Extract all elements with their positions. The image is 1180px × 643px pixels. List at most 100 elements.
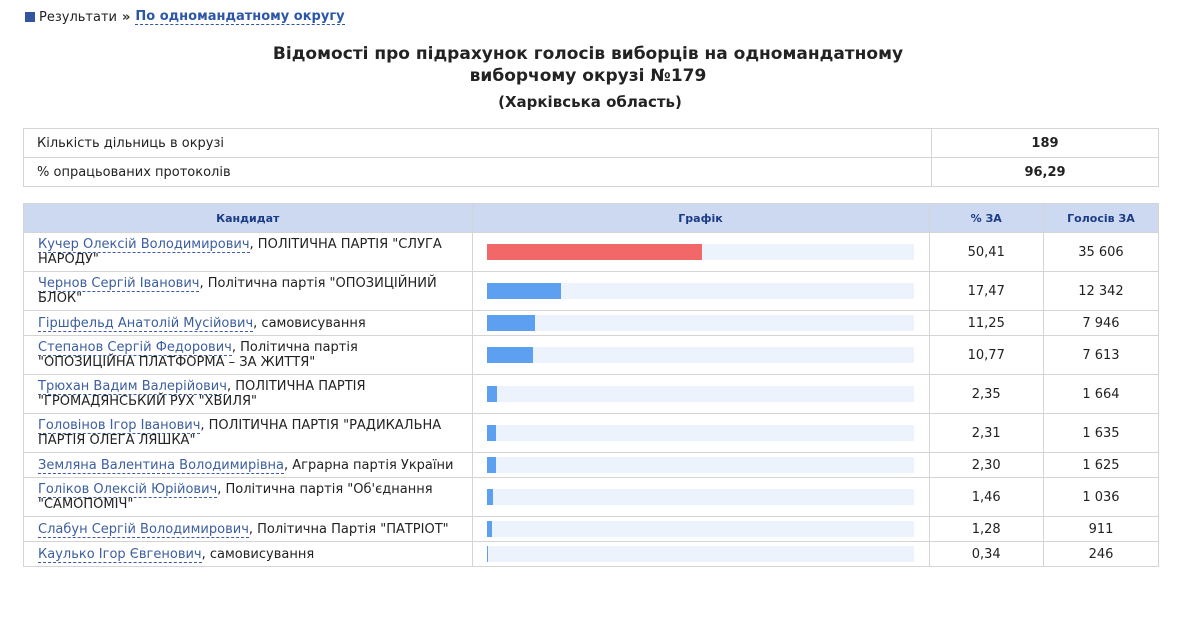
candidate-row: Трюхан Вадим Валерійович, ПОЛІТИЧНА ПАРТ… — [23, 374, 1160, 414]
summary-label: Кількість дільниць в окрузі — [23, 128, 932, 158]
column-header: % ЗА — [928, 203, 1044, 233]
chart-cell — [471, 541, 930, 567]
chart-cell — [471, 271, 930, 311]
summary-table: Кількість дільниць в окрузі 189% опрацьов… — [23, 128, 1159, 187]
candidate-party: , Політична партія "ОПОЗИЦІЙНИЙ БЛОК" — [38, 276, 437, 306]
chart-cell — [471, 413, 930, 453]
candidate-row: Чернов Сергій Іванович, Політична партія… — [23, 271, 1160, 311]
candidate-party: , ПОЛІТИЧНА ПАРТІЯ "СЛУГА НАРОДУ" — [38, 237, 442, 267]
breadcrumb-root[interactable]: Результати — [39, 9, 117, 25]
bar-track — [486, 425, 914, 441]
candidate-cell: Каулько Ігор Євгенович, самовисування — [23, 541, 473, 567]
candidate-row: Земляна Валентина Володимирівна, Аграрна… — [23, 452, 1160, 478]
chart-cell — [471, 477, 930, 517]
bar — [486, 244, 702, 260]
breadcrumb-current[interactable]: По одномандатному округу — [135, 9, 345, 25]
votes: 1 036 — [1042, 477, 1160, 517]
bar-track — [486, 315, 914, 331]
candidate-party: , Політична партія "Об'єднання "САМОПОМІ… — [38, 482, 433, 512]
candidate-name[interactable]: Голіков Олексій Юрійович — [38, 482, 218, 498]
chart-cell — [471, 452, 930, 478]
title-line: виборчому окрузі №179 — [469, 66, 707, 86]
percent: 17,47 — [928, 271, 1044, 311]
candidate-row: Голіков Олексій Юрійович, Політична парт… — [23, 477, 1160, 517]
candidate-name[interactable]: Степанов Сергій Федорович — [38, 340, 232, 356]
region: (Харківська область) — [498, 93, 682, 111]
bar — [486, 489, 493, 505]
summary-value: 189 — [931, 128, 1159, 158]
candidate-party: , самовисування — [201, 546, 315, 562]
percent: 11,25 — [928, 310, 1044, 336]
chart-cell — [471, 335, 930, 375]
bar-track — [486, 489, 914, 505]
bar — [486, 425, 497, 441]
candidate-cell: Голіков Олексій Юрійович, Політична парт… — [23, 477, 473, 517]
candidate-row: Слабун Сергій Володимирович, Політична П… — [23, 516, 1160, 542]
breadcrumb-icon — [25, 12, 35, 22]
percent: 2,35 — [928, 374, 1044, 414]
candidate-name[interactable]: Кучер Олексій Володимирович — [38, 237, 250, 253]
candidate-party: , ПОЛІТИЧНА ПАРТІЯ "ГРОМАДЯНСЬКИЙ РУХ "Х… — [38, 379, 366, 409]
candidate-row: Головінов Ігор Іванович, ПОЛІТИЧНА ПАРТІ… — [23, 413, 1160, 453]
candidate-party: , Політична партія "ОПОЗИЦІЙНА ПЛАТФОРМА… — [38, 340, 358, 370]
title: Відомості про підрахунок голосів виборці… — [0, 43, 1176, 87]
bar-track — [486, 457, 914, 473]
candidate-row: Кучер Олексій Володимирович, ПОЛІТИЧНА П… — [23, 232, 1160, 272]
percent: 1,28 — [928, 516, 1044, 542]
candidate-name[interactable]: Слабун Сергій Володимирович — [38, 521, 249, 538]
percent: 0,34 — [928, 541, 1044, 567]
bar-track — [486, 386, 914, 402]
bar-track — [486, 283, 914, 299]
breadcrumb: Результати » По одномандатному округу — [25, 9, 345, 25]
percent: 10,77 — [928, 335, 1044, 375]
summary-label: % опрацьованих протоколів — [23, 157, 932, 187]
votes: 7 946 — [1042, 310, 1160, 336]
votes: 12 342 — [1042, 271, 1160, 311]
chart-cell — [471, 516, 930, 542]
candidate-name[interactable]: Каулько Ігор Євгенович — [38, 546, 202, 563]
percent: 2,30 — [928, 452, 1044, 478]
candidate-party: , ПОЛІТИЧНА ПАРТІЯ "РАДИКАЛЬНА ПАРТІЯ ОЛ… — [38, 418, 442, 448]
candidate-name[interactable]: Головінов Ігор Іванович — [38, 418, 201, 434]
summary-row: Кількість дільниць в окрузі 189 — [23, 128, 1159, 158]
candidate-cell: Земляна Валентина Володимирівна, Аграрна… — [23, 452, 473, 478]
column-header: Кандидат — [23, 203, 473, 233]
votes: 246 — [1042, 541, 1160, 567]
title-line: Відомості про підрахунок голосів виборці… — [272, 44, 904, 64]
bar — [486, 283, 562, 299]
candidate-cell: Головінов Ігор Іванович, ПОЛІТИЧНА ПАРТІ… — [23, 413, 473, 453]
candidate-name[interactable]: Трюхан Вадим Валерійович — [38, 379, 227, 395]
results-table: Кандидат Графік% ЗА Голосів ЗА Кучер Олексі… — [23, 203, 1160, 567]
chart-cell — [471, 374, 930, 414]
candidate-party: , самовисування — [253, 315, 366, 331]
candidate-name[interactable]: Гіршфельд Анатолій Мусійович — [38, 315, 254, 332]
bar-track — [486, 546, 914, 562]
candidate-party: , Аграрна партія України — [284, 457, 454, 473]
bar-track — [486, 521, 914, 537]
bar — [486, 315, 535, 331]
votes: 35 606 — [1042, 232, 1160, 272]
votes: 1 664 — [1042, 374, 1160, 414]
votes: 1 635 — [1042, 413, 1160, 453]
bar-track — [486, 244, 914, 260]
bar — [486, 546, 488, 562]
candidate-cell: Чернов Сергій Іванович, Політична партія… — [23, 271, 473, 311]
votes: 911 — [1042, 516, 1160, 542]
chart-cell — [471, 310, 930, 336]
candidate-row: Степанов Сергій Федорович, Політична пар… — [23, 335, 1160, 375]
chart-cell — [471, 232, 930, 272]
candidate-name[interactable]: Чернов Сергій Іванович — [38, 276, 200, 292]
candidate-cell: Гіршфельд Анатолій Мусійович, самовисува… — [23, 310, 473, 336]
percent: 1,46 — [928, 477, 1044, 517]
votes: 1 625 — [1042, 452, 1160, 478]
bar-track — [486, 347, 914, 363]
candidate-party: , Політична Партія "ПАТРІОТ" — [248, 521, 449, 537]
column-header: Голосів ЗА — [1042, 203, 1160, 233]
bar — [486, 347, 533, 363]
column-header: Графік — [471, 203, 930, 233]
candidate-cell: Кучер Олексій Володимирович, ПОЛІТИЧНА П… — [23, 232, 473, 272]
candidate-cell: Степанов Сергій Федорович, Політична пар… — [23, 335, 473, 375]
candidate-name[interactable]: Земляна Валентина Володимирівна — [38, 457, 284, 474]
candidate-row: Каулько Ігор Євгенович, самовисування 0,3… — [23, 541, 1160, 567]
